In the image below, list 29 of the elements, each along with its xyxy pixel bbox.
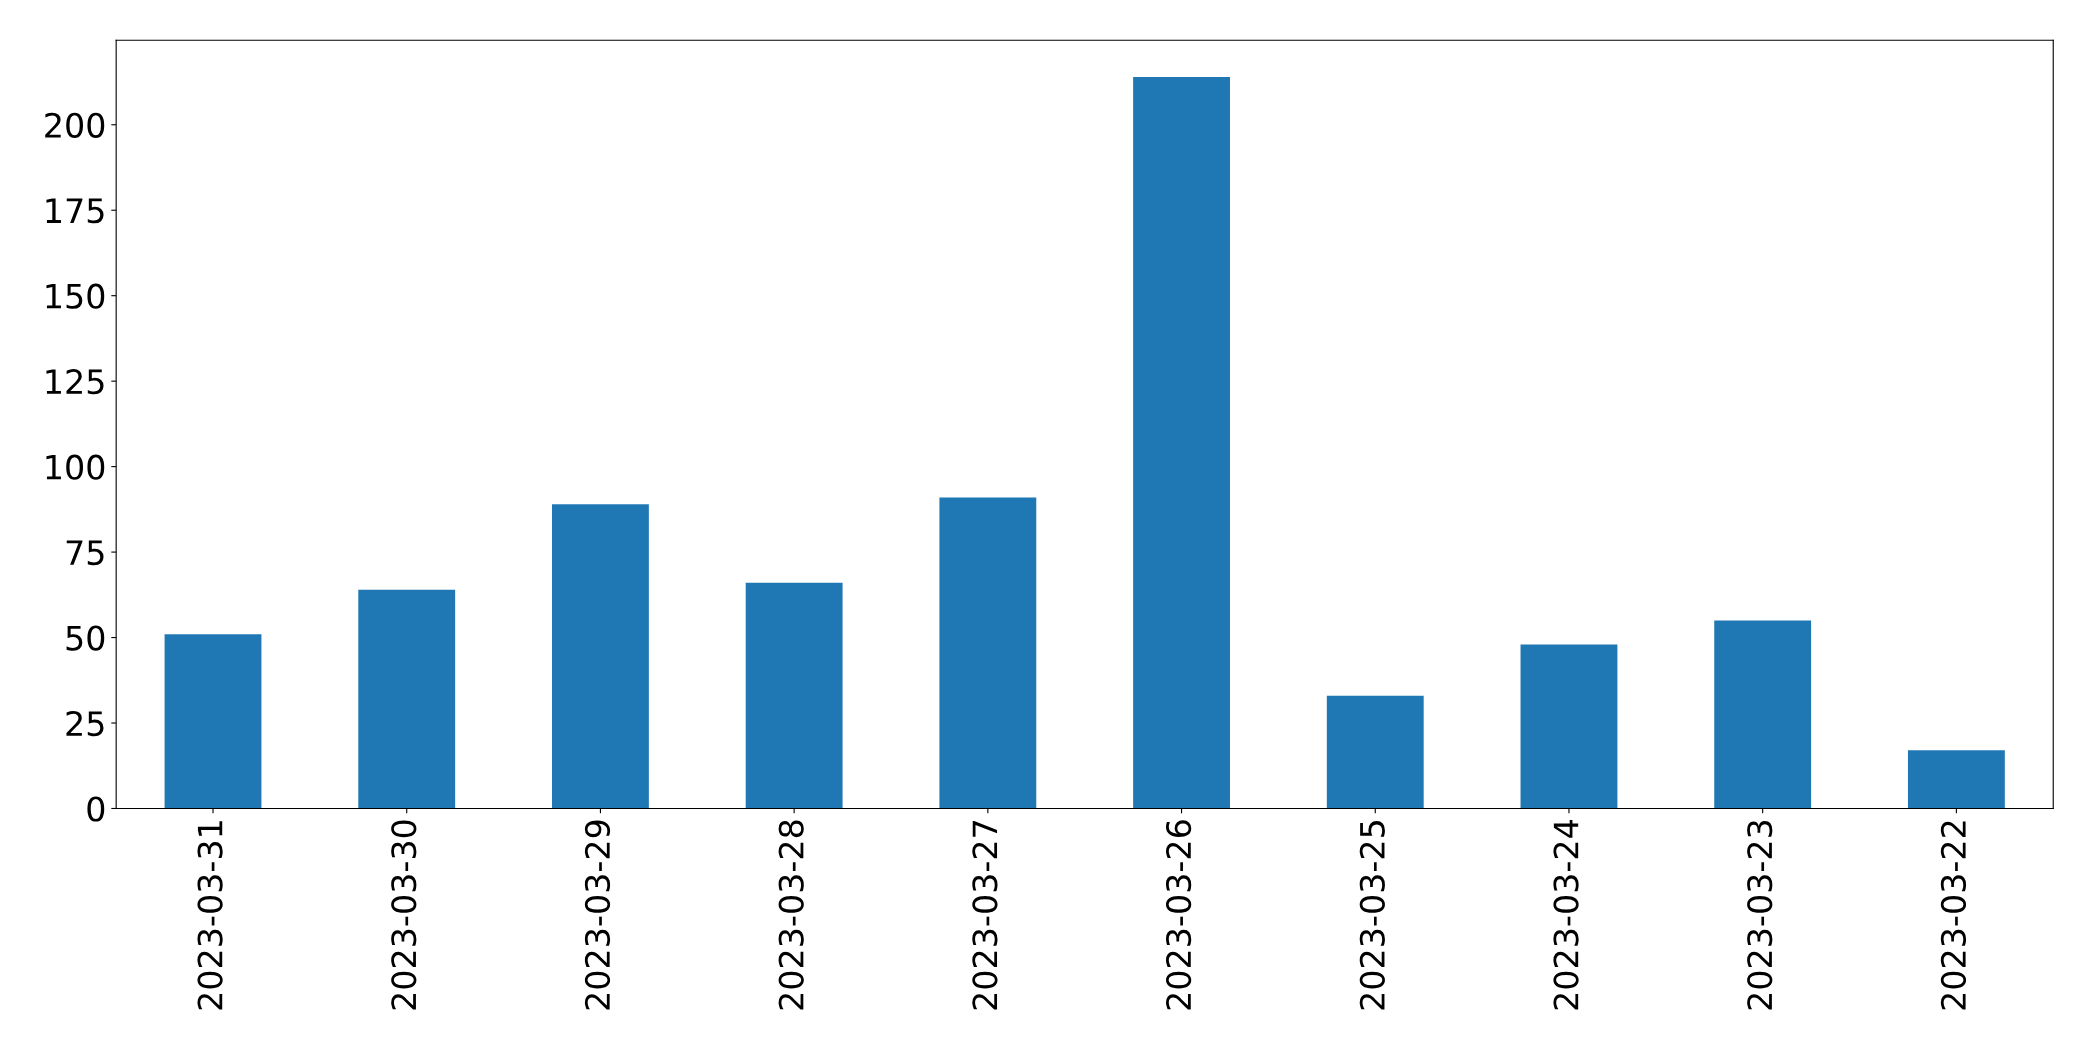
y-tick-label: 200 [45, 112, 105, 138]
x-tick-label: 2023-03-31 [197, 821, 223, 1010]
x-tick-label: 2023-03-22 [1940, 821, 1967, 1010]
bar [552, 504, 649, 809]
x-tick-label: 2023-03-24 [1553, 820, 1579, 1010]
bar [358, 589, 456, 809]
y-tick-label: 25 [66, 710, 104, 737]
bar [745, 582, 843, 809]
bar [1520, 644, 1618, 809]
y-tick-label: 100 [46, 454, 105, 480]
y-tick-label: 175 [46, 198, 104, 224]
bar [1907, 750, 2005, 809]
x-tick-label: 2023-03-27 [972, 821, 998, 1010]
bar [1133, 76, 1230, 809]
x-tick-label: 2023-03-25 [1359, 821, 1385, 1010]
bar [939, 497, 1037, 809]
y-tick-label: 125 [46, 369, 104, 395]
x-tick-label: 2023-03-29 [584, 820, 611, 1010]
y-tick-label: 150 [46, 283, 105, 309]
y-tick-label: 75 [66, 540, 104, 566]
bar [164, 634, 262, 809]
bar [1326, 695, 1424, 809]
x-tick-label: 2023-03-26 [1166, 820, 1192, 1010]
bar [1714, 620, 1812, 809]
x-tick-label: 2023-03-28 [778, 820, 804, 1010]
y-tick-label: 50 [66, 625, 105, 651]
x-tick-label: 2023-03-30 [391, 820, 417, 1010]
x-tick-label: 2023-03-23 [1747, 820, 1773, 1010]
y-tick-label: 0 [87, 796, 105, 822]
